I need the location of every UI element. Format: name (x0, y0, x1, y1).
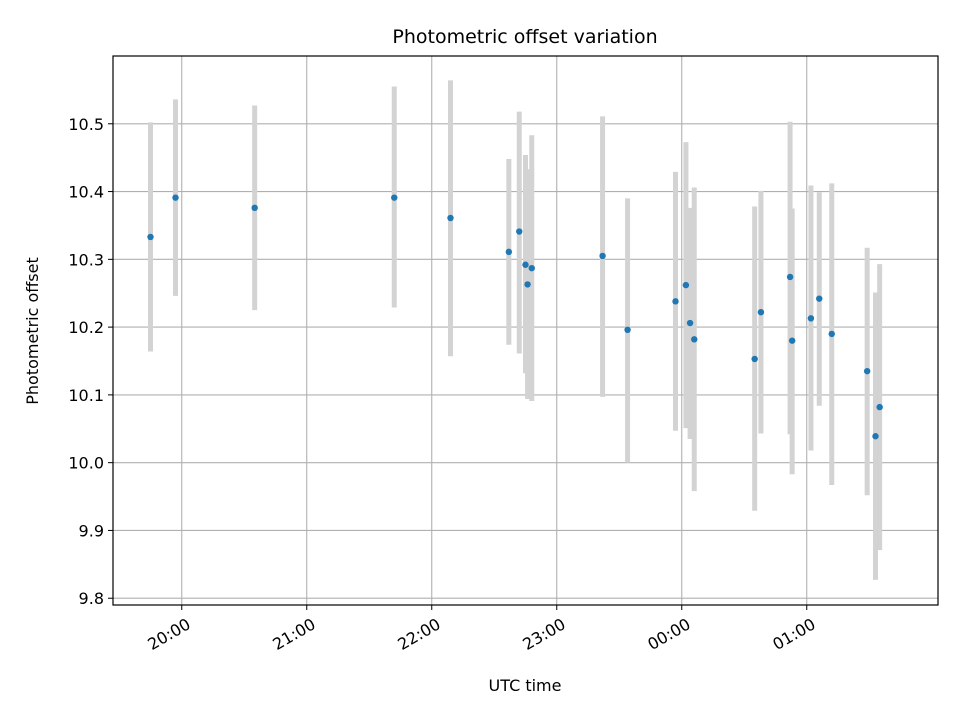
data-point (807, 315, 815, 322)
data-point (863, 367, 871, 375)
y-tick-label: 10.2 (68, 318, 104, 337)
data-point (788, 337, 796, 344)
data-point (528, 264, 535, 272)
data-point (505, 248, 513, 256)
data-point (682, 281, 690, 289)
data-point (672, 298, 679, 305)
data-point (816, 295, 823, 302)
plot-frame (112, 55, 939, 606)
y-tick-label: 10.3 (68, 250, 104, 269)
data-point (751, 355, 758, 363)
data-point (757, 309, 765, 316)
data-point (251, 204, 258, 212)
data-point (391, 194, 398, 201)
y-tick-label: 9.8 (79, 589, 104, 608)
data-point (872, 433, 879, 440)
data-point (828, 330, 835, 338)
y-tick-label: 10.4 (68, 183, 104, 202)
data-point (876, 403, 883, 411)
data-point (516, 228, 523, 235)
y-tick-label: 10.0 (68, 454, 104, 473)
y-tick-label: 9.9 (79, 521, 104, 540)
y-axis-title: Photometric offset (23, 257, 42, 405)
y-tick-label: 10.5 (68, 115, 104, 134)
data-point (522, 261, 529, 268)
data-point (691, 336, 698, 343)
data-point (524, 281, 531, 288)
data-points (147, 194, 883, 440)
data-point (447, 214, 454, 222)
chart-title: Photometric offset variation (392, 26, 657, 48)
x-axis-title: UTC time (489, 676, 562, 695)
data-point (786, 273, 794, 281)
data-point (599, 252, 606, 260)
data-point (172, 194, 179, 201)
data-point (686, 319, 694, 327)
y-tick-label: 10.1 (68, 386, 104, 405)
data-point (624, 326, 631, 334)
data-point (147, 233, 154, 241)
